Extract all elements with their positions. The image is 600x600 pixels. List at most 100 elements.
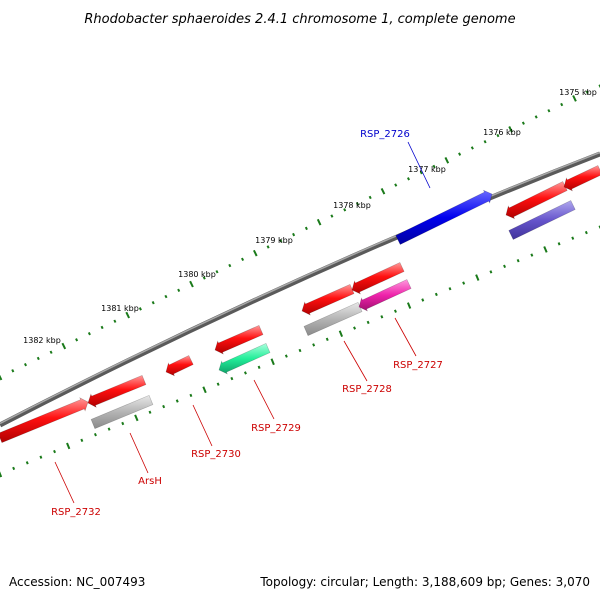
inner-tick: [366, 320, 370, 325]
outer-tick: [470, 146, 474, 150]
outer-tick: [458, 152, 462, 156]
inner-tick: [25, 461, 29, 465]
inner-tick: [230, 376, 234, 381]
outer-tick: [534, 115, 538, 119]
forward-gene[interactable]: [214, 325, 264, 355]
gene-label-arsh[interactable]: ArsH: [138, 476, 162, 487]
tick-label: 1382 kbp: [23, 336, 61, 345]
inner-tick: [0, 471, 3, 478]
inner-tick: [270, 358, 275, 366]
outer-tick: [164, 294, 168, 299]
rsp-2732-gene[interactable]: [0, 397, 89, 443]
forward-gene[interactable]: [563, 165, 600, 192]
outer-tick: [253, 249, 258, 257]
tick-label: 1377 kbp: [408, 165, 446, 174]
inner-tick: [284, 354, 288, 358]
rsp-2732-neighbor-gene[interactable]: [87, 375, 147, 408]
outer-tick: [61, 342, 67, 350]
reverse-gene[interactable]: [508, 200, 576, 240]
gene-label-rsp-2727[interactable]: RSP_2727: [393, 360, 443, 371]
inner-tick: [557, 242, 561, 246]
gene-label-rsp-2729[interactable]: RSP_2729: [251, 423, 301, 434]
inner-tick: [571, 236, 575, 240]
rsp-2726-gene[interactable]: [395, 189, 493, 245]
outer-tick: [36, 356, 40, 361]
outer-tick: [368, 195, 372, 200]
inner-tick: [257, 365, 261, 369]
gene-label-leader-line: [253, 379, 275, 420]
outer-tick: [87, 331, 91, 336]
inner-tick: [325, 337, 329, 341]
rsp-2729-gene[interactable]: [218, 343, 271, 375]
outer-tick: [585, 90, 589, 94]
outer-tick: [394, 183, 398, 187]
arsh-gene[interactable]: [90, 395, 154, 429]
outer-tick: [151, 300, 155, 305]
gene-label-rsp-2730[interactable]: RSP_2730: [191, 449, 241, 460]
inner-tick: [406, 302, 412, 309]
outer-tick: [177, 288, 181, 293]
gene-label-leader-line: [129, 432, 149, 474]
rsp-2730-gene[interactable]: [165, 355, 194, 377]
inner-tick: [462, 281, 466, 285]
inner-tick: [121, 421, 125, 426]
inner-tick: [584, 230, 588, 235]
inner-tick: [516, 259, 520, 263]
tick-labels: 1375 kbp 1376 kbp 1377 kbp 1378 kbp 1379 kbp…: [23, 88, 597, 345]
tick-label: 1380 kbp: [178, 270, 216, 279]
tick-label: 1378 kbp: [333, 201, 371, 210]
inner-tick: [503, 264, 507, 268]
rsp-2727-gene[interactable]: [358, 279, 412, 312]
gene-label-rsp-2726[interactable]: RSP_2726: [360, 129, 410, 140]
inner-tick: [107, 427, 111, 431]
outer-tick: [508, 126, 513, 133]
forward-gene[interactable]: [505, 181, 568, 220]
inner-tick: [448, 287, 452, 291]
inner-tick: [543, 246, 548, 253]
outer-tick: [316, 218, 322, 226]
inner-tick: [380, 315, 384, 319]
outer-tick: [266, 245, 270, 249]
inner-tick: [202, 386, 207, 394]
inner-tick: [312, 343, 316, 347]
gene-label-rsp-2732[interactable]: RSP_2732: [51, 507, 101, 518]
inner-tick: [80, 438, 84, 442]
outer-tick: [228, 263, 232, 268]
inner-tick: [53, 449, 57, 454]
gene-label-leader-line: [343, 340, 368, 382]
outer-tick: [444, 156, 450, 164]
inner-tick: [393, 309, 397, 313]
outer-tick: [75, 338, 79, 342]
outer-tick: [572, 95, 577, 102]
outer-tick: [496, 133, 500, 138]
tick-label: 1381 kbp: [101, 304, 139, 313]
inner-tick: [93, 433, 97, 437]
outer-tick: [292, 232, 296, 237]
outer-tick: [380, 187, 386, 195]
outer-tick: [11, 369, 15, 373]
outer-tick: [355, 201, 359, 206]
outer-tick: [0, 374, 3, 381]
outer-tick: [560, 102, 564, 107]
outer-tick: [330, 214, 334, 218]
forward-gene[interactable]: [351, 262, 405, 295]
inner-tick: [162, 404, 166, 409]
gene-label-leader-line: [394, 317, 417, 357]
inner-tick: [39, 455, 43, 459]
outer-tick: [189, 280, 194, 288]
outer-tick: [406, 177, 411, 181]
genome-summary-text: Topology: circular; Length: 3,188,609 bp…: [259, 575, 590, 589]
outer-tick: [483, 140, 487, 144]
outer-tick: [100, 325, 104, 330]
inner-tick: [338, 330, 344, 337]
forward-gene[interactable]: [301, 284, 355, 316]
chromosome-backbone: [0, 151, 600, 428]
outer-tick: [304, 226, 308, 231]
gene-label-rsp-2728[interactable]: RSP_2728: [342, 384, 392, 395]
gene-labels: RSP_2726 RSP_2727 RSP_2728 RSP_2729 RSP_2730…: [51, 129, 443, 518]
inner-tick: [216, 382, 220, 386]
rsp-2728-gene[interactable]: [303, 302, 363, 336]
outer-tick: [49, 350, 53, 354]
outer-tick: [113, 319, 117, 323]
